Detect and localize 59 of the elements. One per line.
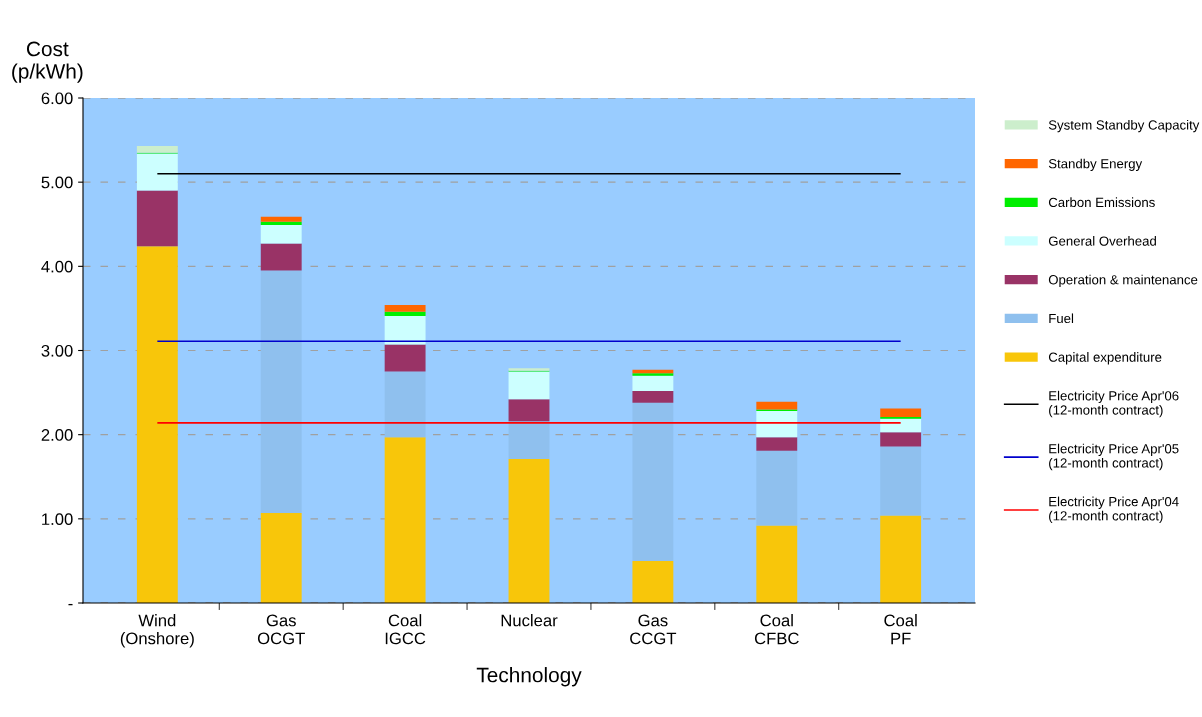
y-tick-label: 1.00 <box>42 513 73 526</box>
bar <box>508 399 550 422</box>
bar <box>508 459 550 603</box>
legend-label: Fuel <box>1049 313 1074 324</box>
bar <box>756 450 798 526</box>
x-tick-label: Gas OCGT <box>257 614 305 645</box>
bar <box>632 402 674 561</box>
y-tick-label: 6.00 <box>41 92 73 105</box>
x-tick-label: Coal PF <box>884 614 917 645</box>
bar <box>384 315 426 345</box>
bar <box>756 411 798 438</box>
legend-label: Electricity Price Apr'05 (12-month contract) <box>1049 443 1179 471</box>
y-tick-label: 5.00 <box>41 176 73 189</box>
bar <box>756 401 798 410</box>
x-tick-label: Nuclear <box>501 614 558 627</box>
legend-label: System Standby Capacity <box>1048 119 1200 133</box>
y-tick-label: 3.00 <box>41 344 73 357</box>
bar <box>632 390 674 403</box>
y-axis-title: Cost (p/kWh) <box>12 41 83 83</box>
bar <box>880 432 922 447</box>
y-tick-label: 2.00 <box>41 429 73 441</box>
bar <box>384 344 426 372</box>
bar <box>632 373 674 376</box>
legend-label: Capital expenditure <box>1048 352 1162 365</box>
bar <box>880 446 922 516</box>
legend-label: Operation & maintenance <box>1048 274 1198 288</box>
bar <box>260 243 302 271</box>
bar <box>136 145 178 153</box>
x-tick-label: Gas CCGT <box>630 614 677 645</box>
bar <box>632 560 674 603</box>
bar <box>384 311 426 316</box>
x-tick-label: Wind (Onshore) <box>120 614 194 648</box>
bar <box>260 216 302 222</box>
legend-label: Standby Energy <box>1048 158 1143 171</box>
bar <box>260 512 302 603</box>
x-tick-label: Coal CFBC <box>754 614 799 645</box>
bar <box>508 371 550 400</box>
legend-label: Electricity Price Apr'04 (12-month contract) <box>1049 496 1179 524</box>
x-tick-label: Coal IGCC <box>385 614 426 645</box>
bar <box>136 153 178 191</box>
bar <box>632 375 674 391</box>
bar <box>756 525 798 603</box>
legend-label: General Overhead <box>1048 236 1156 246</box>
legend-label: Carbon Emissions <box>1048 197 1155 208</box>
bar <box>384 305 426 312</box>
bar <box>384 371 426 438</box>
bar <box>880 408 922 417</box>
bar <box>260 225 302 244</box>
bar <box>384 437 426 603</box>
bar <box>260 270 302 513</box>
x-axis-title: Technology <box>476 667 582 687</box>
bar <box>880 515 922 603</box>
y-tick-label: - <box>68 603 73 606</box>
bar <box>508 421 550 460</box>
bar <box>756 437 798 451</box>
legend-label: Electricity Price Apr'06 (12-month contract) <box>1049 390 1179 418</box>
bar <box>136 246 178 603</box>
bar <box>136 190 178 247</box>
y-tick-label: 4.00 <box>41 260 73 273</box>
